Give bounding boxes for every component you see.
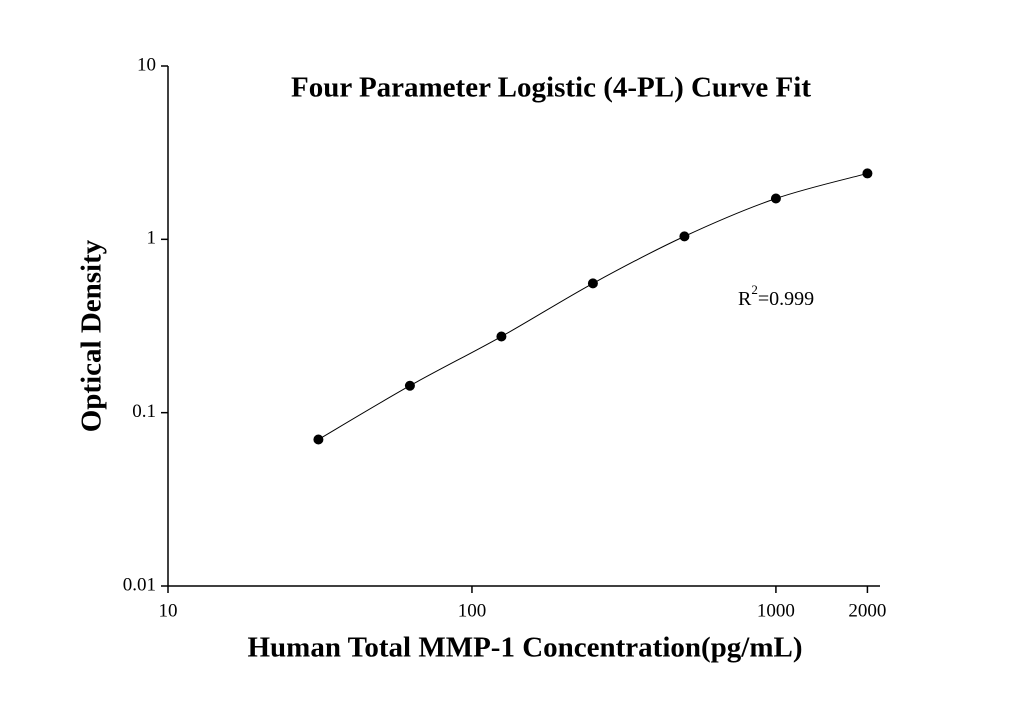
annotation-superscript: 2 (751, 282, 758, 297)
data-point (862, 168, 873, 179)
x-tick-label: 1000 (757, 600, 795, 621)
data-point (496, 331, 507, 342)
data-point (313, 434, 324, 445)
x-axis-label: Human Total MMP-1 Concentration(pg/mL) (247, 632, 802, 664)
annotation-text: R (738, 288, 752, 310)
x-tick-label: 2000 (848, 600, 886, 621)
data-point (587, 278, 598, 289)
y-tick-label: 0.01 (123, 574, 156, 595)
x-tick-label: 100 (458, 600, 487, 621)
data-point (679, 231, 690, 242)
annotation: R2=0.999 (738, 282, 814, 310)
y-tick-label: 1 (147, 228, 157, 249)
data-point (404, 380, 415, 391)
annotation-text: =0.999 (758, 288, 814, 310)
y-axis-label: Optical Density (76, 239, 108, 432)
x-tick-label: 10 (159, 600, 178, 621)
y-tick-label: 10 (137, 54, 156, 75)
chart-title: Four Parameter Logistic (4-PL) Curve Fit (291, 72, 811, 104)
data-point (770, 193, 781, 204)
y-tick-label: 0.1 (132, 401, 156, 422)
